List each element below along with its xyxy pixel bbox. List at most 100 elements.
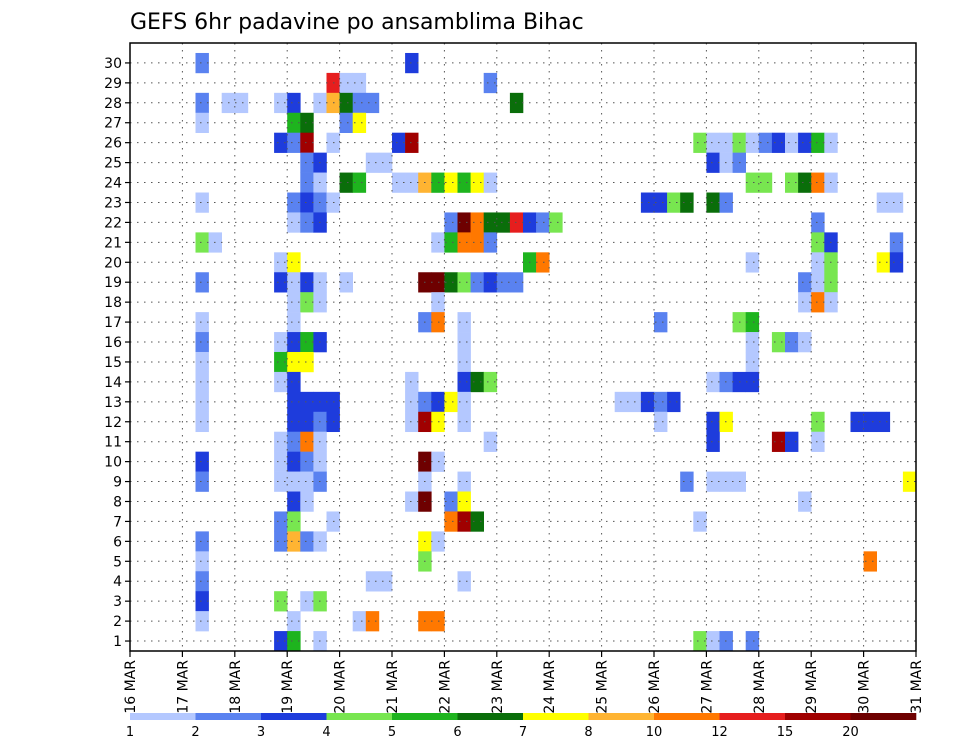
precip-cell [483,212,498,233]
precip-cell [405,172,419,193]
precip-cell [457,172,471,193]
precip-cell [195,411,209,433]
y-tick-label: 7 [113,514,122,530]
legend-label: 10 [646,725,663,740]
y-tick-label: 15 [104,355,122,371]
precip-cell [457,511,471,532]
precip-cell [457,491,471,512]
precip-cell [287,431,301,452]
precip-cell [287,531,301,552]
precip-cell [640,192,655,213]
x-tick-label: 20 MAR [333,660,349,714]
precip-cell [365,611,380,632]
precip-cell [457,332,471,353]
y-tick-label: 16 [104,335,122,351]
precip-cell [758,132,773,153]
precip-cell [798,491,812,512]
precip-cell [811,411,825,433]
precip-cell [287,92,301,114]
precip-cell [195,591,209,612]
precip-cell [667,391,681,413]
precip-cell [300,591,314,612]
precip-cell [771,132,786,153]
heatmap-cells [195,52,917,652]
precip-cell [444,391,458,413]
precip-cell [287,351,301,373]
precip-cell [758,172,773,193]
precip-cell [483,232,498,253]
precip-cell [195,391,209,413]
y-tick-label: 24 [104,176,122,192]
legend-swatch [130,713,196,720]
chart-title: GEFS 6hr padavine po ansamblima Bihac [130,10,584,35]
precip-cell [902,471,917,492]
y-tick-label: 18 [104,295,122,311]
x-tick-label: 21 MAR [385,660,401,714]
precip-cell [274,252,288,273]
precip-cell [392,172,406,193]
precip-cell [706,411,720,433]
precip-cell [457,571,471,592]
precip-cell [798,172,812,193]
x-tick-label: 30 MAR [857,660,873,714]
precip-cell [405,371,419,393]
precip-cell [536,252,550,273]
precip-cell [496,212,511,233]
precip-cell [274,451,288,472]
precip-cell [339,172,353,193]
precip-cell [457,232,471,253]
precip-cell [195,112,209,133]
precip-cell [549,212,563,233]
precip-cell [300,272,314,293]
precip-cell [444,511,458,532]
precip-cell [195,272,209,293]
legend-label: 3 [257,725,265,740]
precip-cell [287,252,301,273]
precip-cell [195,451,209,472]
precip-cell [483,172,498,193]
x-tick-label: 18 MAR [228,660,244,714]
precip-cell [195,371,209,393]
y-tick-label: 22 [104,215,122,231]
y-tick-label: 9 [113,475,122,491]
legend-swatch [850,713,917,720]
legend-label: 1 [126,725,134,740]
y-tick-label: 10 [104,455,122,471]
legend-swatch [326,713,393,720]
precip-cell [300,132,314,153]
legend-label: 7 [519,725,527,740]
y-tick-label: 23 [104,195,122,211]
precip-cell [287,192,301,213]
precip-cell [470,232,484,253]
legend-label: 2 [191,725,199,740]
x-tick-label: 27 MAR [699,660,715,714]
x-tick-label: 29 MAR [804,660,820,714]
precip-cell [785,332,799,353]
precip-cell [365,92,380,114]
x-tick-label: 16 MAR [123,660,139,714]
x-tick-label: 22 MAR [437,660,453,714]
y-tick-label: 14 [104,375,122,391]
y-tick-label: 1 [113,634,122,650]
precip-cell [287,112,301,133]
precip-cell [300,172,314,193]
precip-cell [274,272,288,293]
precip-cell [706,192,720,213]
precip-cell [339,72,353,94]
precip-cell [444,172,458,193]
precip-cell [365,152,380,173]
precip-cell [745,132,760,153]
precip-cell [483,371,498,393]
precip-cell [509,92,524,114]
y-tick-label: 19 [104,275,122,291]
precip-cell [483,272,498,293]
y-tick-label: 8 [113,494,122,510]
precip-cell [850,411,864,433]
precip-cell [771,332,786,353]
precip-cell [300,531,314,552]
y-tick-label: 6 [113,534,122,550]
precip-cell [300,351,314,373]
precip-cell [339,92,353,114]
precip-cell [496,272,511,293]
precip-cell [745,332,760,353]
